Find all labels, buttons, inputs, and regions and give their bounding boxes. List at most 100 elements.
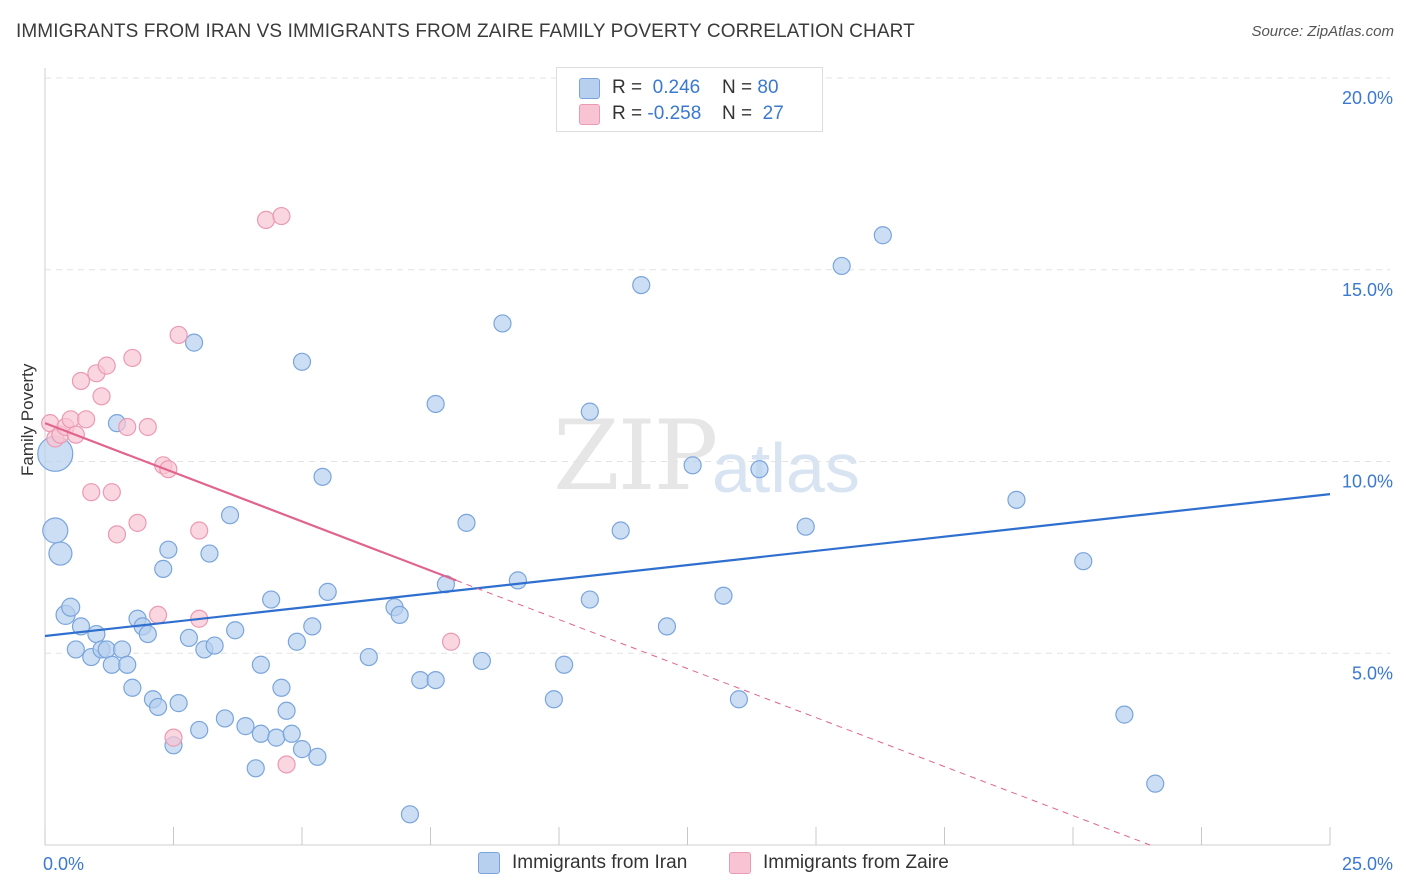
data-point-zaire[interactable]	[71, 371, 91, 391]
data-point-iran[interactable]	[200, 544, 219, 563]
data-point-zaire[interactable]	[441, 632, 461, 651]
data-point-iran[interactable]	[611, 521, 630, 540]
data-point-iran[interactable]	[411, 670, 430, 690]
data-point-iran[interactable]	[97, 640, 116, 659]
data-point-iran[interactable]	[262, 590, 281, 609]
legend-swatch-iran	[478, 852, 500, 874]
data-point-iran[interactable]	[714, 586, 733, 605]
data-point-iran[interactable]	[493, 314, 512, 333]
data-point-iran[interactable]	[750, 460, 769, 479]
data-point-iran[interactable]	[426, 394, 445, 414]
data-point-iran[interactable]	[159, 540, 178, 559]
data-point-iran[interactable]	[729, 690, 749, 709]
data-point-iran[interactable]	[205, 636, 224, 655]
data-point-iran[interactable]	[179, 628, 199, 648]
data-point-iran[interactable]	[272, 678, 291, 697]
data-point-iran[interactable]	[282, 724, 301, 743]
data-point-zaire[interactable]	[82, 483, 101, 502]
trend-line-iran	[44, 493, 1331, 638]
data-point-iran[interactable]	[1074, 552, 1093, 571]
data-point-iran[interactable]	[215, 709, 234, 728]
legend-item-iran[interactable]: Immigrants from Iran	[478, 852, 687, 874]
data-point-iran[interactable]	[796, 517, 815, 536]
data-point-iran[interactable]	[683, 456, 702, 475]
data-point-iran[interactable]	[400, 805, 420, 824]
data-point-zaire[interactable]	[61, 410, 80, 429]
data-point-zaire[interactable]	[128, 513, 147, 532]
data-point-iran[interactable]	[544, 690, 563, 709]
legend-item-zaire[interactable]: Immigrants from Zaire	[729, 852, 949, 874]
data-point-iran[interactable]	[118, 655, 137, 674]
data-point-zaire[interactable]	[164, 728, 183, 747]
data-point-iran[interactable]	[308, 747, 327, 766]
data-point-iran[interactable]	[832, 256, 851, 276]
data-point-zaire[interactable]	[123, 348, 142, 368]
data-point-iran[interactable]	[303, 617, 322, 636]
data-point-iran[interactable]	[138, 624, 157, 644]
data-point-iran[interactable]	[123, 678, 142, 697]
data-point-iran[interactable]	[251, 724, 270, 743]
data-point-iran[interactable]	[226, 621, 245, 640]
data-point-iran[interactable]	[555, 655, 574, 674]
data-point-iran[interactable]	[1007, 490, 1026, 509]
y-tick-label: 10.0%	[1342, 472, 1393, 492]
data-point-iran[interactable]	[292, 740, 312, 759]
data-point-iran[interactable]	[657, 617, 677, 636]
legend-row-iran: R = 0.246 N = 80	[579, 76, 779, 100]
data-point-iran[interactable]	[87, 624, 106, 644]
iran-r: R = 0.246	[612, 77, 701, 98]
legend-row-zaire: R = -0.258 N = 27	[579, 102, 784, 126]
data-point-zaire[interactable]	[138, 417, 157, 437]
data-point-iran[interactable]	[580, 402, 599, 421]
data-point-zaire[interactable]	[190, 521, 209, 540]
data-point-iran[interactable]	[154, 559, 173, 578]
data-point-zaire[interactable]	[272, 206, 291, 226]
data-point-iran[interactable]	[508, 571, 527, 590]
data-point-iran[interactable]	[102, 655, 121, 674]
data-point-zaire[interactable]	[77, 410, 96, 429]
data-point-zaire[interactable]	[107, 525, 127, 544]
data-point-iran[interactable]	[251, 655, 270, 674]
data-point-iran[interactable]	[873, 226, 892, 245]
data-point-iran[interactable]	[390, 605, 409, 625]
data-point-iran[interactable]	[112, 640, 132, 659]
data-point-iran[interactable]	[184, 333, 204, 352]
data-point-iran[interactable]	[457, 513, 476, 532]
data-point-iran[interactable]	[1146, 774, 1165, 793]
data-point-iran[interactable]	[190, 720, 209, 740]
data-point-iran[interactable]	[426, 670, 445, 690]
data-point-zaire[interactable]	[97, 356, 116, 375]
data-point-iran[interactable]	[61, 597, 81, 617]
data-point-iran[interactable]	[66, 640, 85, 659]
data-point-iran[interactable]	[1115, 705, 1134, 724]
data-point-iran[interactable]	[220, 506, 240, 525]
zaire-swatch	[579, 103, 600, 125]
data-point-iran[interactable]	[313, 467, 332, 486]
data-point-zaire[interactable]	[118, 417, 137, 437]
data-point-iran[interactable]	[48, 541, 73, 566]
legend-label-zaire: Immigrants from Zaire	[763, 852, 949, 873]
data-point-iran[interactable]	[580, 590, 599, 609]
data-point-zaire[interactable]	[169, 325, 188, 345]
y-tick-label: 5.0%	[1352, 663, 1393, 683]
data-point-iran[interactable]	[277, 701, 296, 720]
data-point-iran[interactable]	[267, 728, 286, 747]
x-tick-label-start: 0.0%	[43, 854, 84, 874]
data-point-zaire[interactable]	[256, 210, 276, 229]
data-point-iran[interactable]	[359, 647, 378, 667]
data-point-iran[interactable]	[42, 517, 69, 544]
data-point-iran[interactable]	[632, 275, 651, 295]
data-point-zaire[interactable]	[148, 605, 168, 625]
x-tick-label-end: 25.0%	[1342, 854, 1393, 874]
data-point-zaire[interactable]	[92, 387, 111, 406]
data-point-zaire[interactable]	[277, 755, 296, 774]
data-point-zaire[interactable]	[102, 483, 121, 502]
data-point-iran[interactable]	[292, 352, 312, 371]
data-point-iran[interactable]	[472, 651, 491, 671]
data-point-iran[interactable]	[236, 717, 255, 736]
data-point-iran[interactable]	[246, 759, 265, 778]
data-point-iran[interactable]	[169, 694, 188, 713]
data-point-iran[interactable]	[318, 582, 337, 601]
data-point-iran[interactable]	[287, 632, 306, 651]
data-point-iran[interactable]	[148, 697, 168, 717]
